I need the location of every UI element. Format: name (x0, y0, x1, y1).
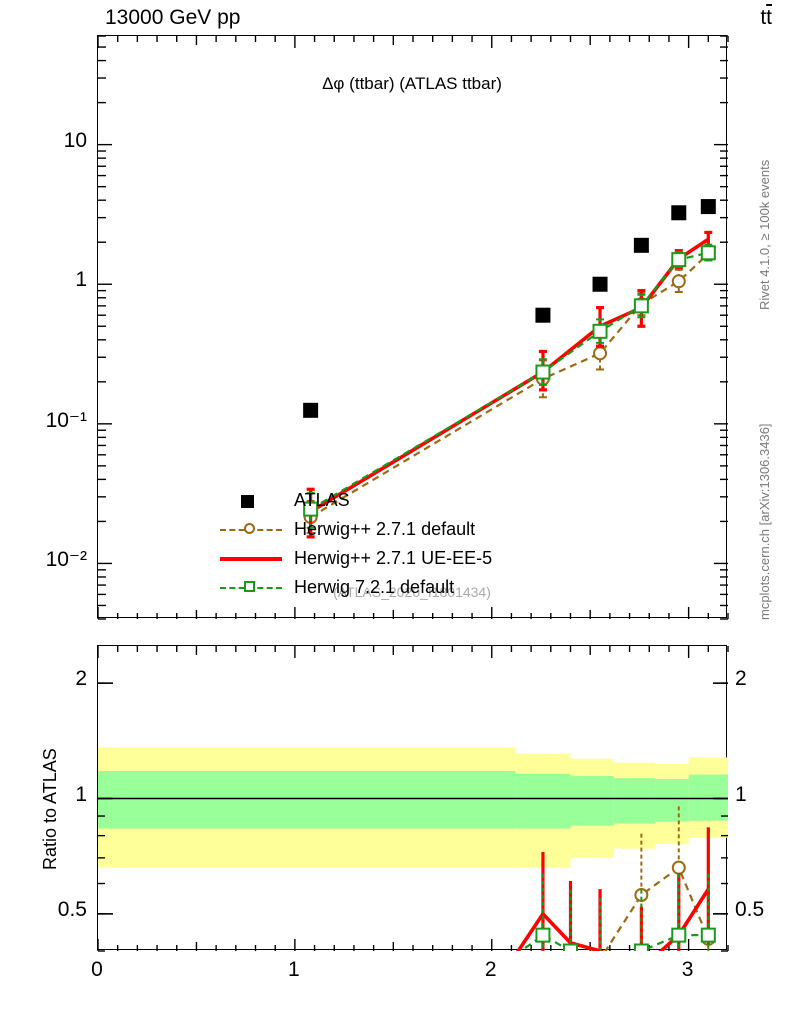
uncertainty-band-inner (515, 773, 571, 829)
y-tick-label-main-2: 10⁻¹ (45, 408, 87, 432)
marker-atlas-square (700, 199, 716, 215)
uncertainty-band-inner (655, 778, 689, 822)
marker-atlas-square (535, 307, 551, 323)
marker-open-circle (671, 274, 686, 289)
y-tick-label-ratio-2: 0.5 (57, 897, 87, 921)
marker-atlas-square (592, 276, 608, 292)
y-tick-label-main-0: 10 (63, 128, 87, 152)
ratio-marker-open-square (535, 927, 551, 943)
series-line-2 (309, 237, 710, 514)
x-tick-label-0: 0 (91, 958, 103, 981)
marker-atlas-square (303, 402, 319, 418)
ratio-marker-open-square (594, 953, 607, 966)
marker-open-square (700, 245, 716, 261)
legend-label-1: Herwig++ 2.7.1 default (294, 519, 476, 539)
legend-item-2[interactable]: Herwig++ 2.7.1 UE-EE-5 (218, 544, 492, 573)
legend-label-3: Herwig 7.2.1 default (294, 577, 455, 597)
x-tick-label-1: 1 (288, 958, 300, 981)
ratio-marker-open-circle (594, 954, 606, 966)
uncertainty-band-inner (570, 775, 614, 826)
marker-atlas-square (633, 237, 649, 253)
legend-item-1[interactable]: Herwig++ 2.7.1 default (218, 515, 492, 544)
open-circle-icon (244, 522, 255, 534)
plot-title: Δφ (ttbar) (ATLAS ttbar) (322, 74, 502, 93)
legend-item-3[interactable]: Herwig 7.2.1 default (218, 573, 492, 602)
legend-marker-line-icon (218, 549, 284, 569)
ratio-series-group (516, 805, 716, 994)
ratio-marker-open-square (671, 927, 687, 943)
marker-open-square (671, 252, 687, 268)
main-plot-canvas (97, 35, 729, 620)
uncertainty-band-inner (613, 778, 656, 824)
ratio-marker-open-square (633, 943, 649, 951)
uncertainty-band-inner (98, 770, 516, 829)
marker-atlas-square (671, 205, 687, 221)
legend-item-0[interactable]: ATLAS (218, 486, 492, 515)
ratio-marker-open-circle (634, 888, 649, 903)
ratio-axis-title: Ratio to ATLAS (40, 748, 60, 870)
ratio-marker-open-square (563, 943, 578, 951)
beam-energy-label: 13000 GeV pp (105, 6, 241, 29)
rivet-version-label: Rivet 4.1.0, ≥ 100k events (757, 159, 772, 310)
y-tick-label-ratio-right-1: 1 (735, 782, 747, 806)
y-tick-label-ratio-1: 1 (75, 782, 87, 806)
uncertainty-band-inner (688, 774, 728, 821)
open-square-icon (244, 580, 255, 592)
mcplots-credit-label: mcplots.cern.ch [arXiv:1306.3436] (757, 423, 772, 620)
solid-line-icon (220, 556, 282, 561)
legend-marker-open-circle-icon (218, 520, 284, 540)
marker-open-square (535, 364, 551, 380)
ratio-plot-canvas (97, 646, 729, 952)
y-tick-label-ratio-right-0: 2 (735, 667, 747, 691)
x-tick-label-2: 2 (484, 958, 497, 981)
ratio-marker-open-circle (671, 860, 686, 875)
filled-square-icon (241, 494, 254, 508)
legend-label-2: Herwig++ 2.7.1 UE-EE-5 (294, 548, 493, 568)
ratio-marker-open-circle (537, 967, 549, 979)
y-tick-label-ratio-right-2: 0.5 (735, 897, 765, 921)
marker-open-square (592, 323, 608, 339)
legend-marker-open-square-icon (218, 578, 284, 598)
x-tick-label-3: 3 (681, 958, 694, 981)
ratio-marker-open-square (700, 927, 716, 943)
y-tick-label-main-1: 1 (75, 268, 87, 292)
legend-label-0: ATLAS (294, 490, 350, 510)
analysis-id-watermark: (ATLAS_2020_I1801434) (333, 584, 491, 600)
legend: ATLAS Herwig++ 2.7.1 default Herwig++ 2.7.… (218, 486, 492, 602)
marker-open-circle (593, 346, 608, 361)
marker-open-square (633, 298, 649, 314)
ratio-marker-open-circle (565, 982, 577, 994)
marker-open-square (303, 501, 319, 517)
ratio-plot-panel (97, 645, 729, 952)
process-label: tt (760, 6, 772, 29)
main-plot-panel: Δφ (ttbar) (ATLAS ttbar) (ATLAS_2020_I18… (97, 35, 729, 620)
legend-marker-filled-square-icon (218, 491, 284, 511)
series-line-3 (310, 251, 709, 511)
y-tick-label-main-3: 10⁻² (45, 548, 87, 572)
y-tick-label-ratio-0: 2 (75, 667, 87, 691)
